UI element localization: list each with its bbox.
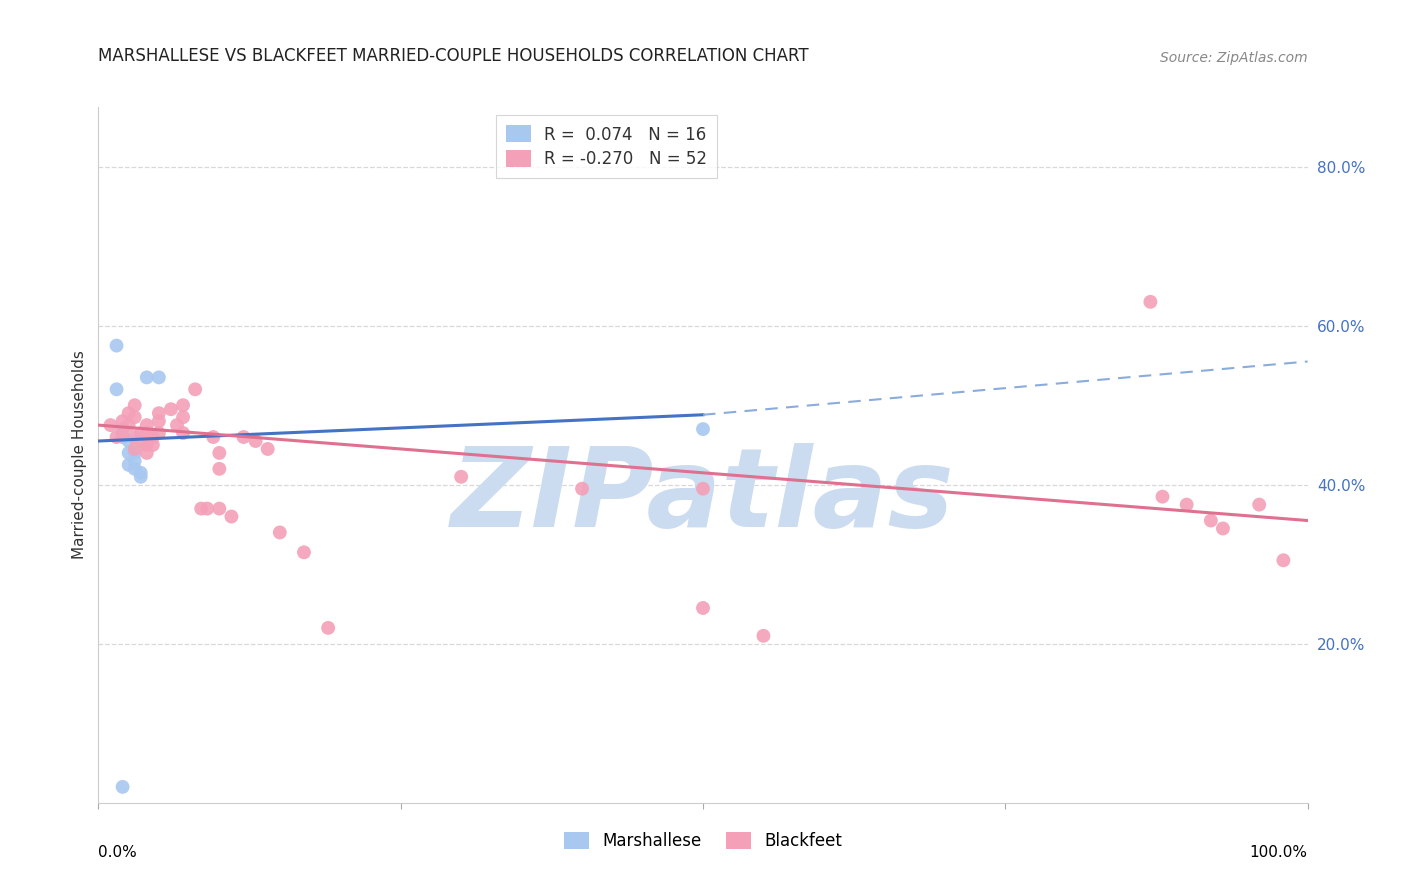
Point xyxy=(148,406,170,420)
Point xyxy=(135,425,157,440)
Point xyxy=(111,422,134,436)
Point xyxy=(316,621,339,635)
Point xyxy=(195,501,218,516)
Point xyxy=(692,601,714,615)
Y-axis label: Married-couple Households: Married-couple Households xyxy=(72,351,87,559)
Point xyxy=(124,462,146,476)
Text: ZIPatlas: ZIPatlas xyxy=(451,443,955,550)
Text: Source: ZipAtlas.com: Source: ZipAtlas.com xyxy=(1160,52,1308,65)
Point xyxy=(148,425,170,440)
Text: MARSHALLESE VS BLACKFEET MARRIED-COUPLE HOUSEHOLDS CORRELATION CHART: MARSHALLESE VS BLACKFEET MARRIED-COUPLE … xyxy=(98,47,808,65)
Point xyxy=(118,458,141,472)
Point xyxy=(232,430,254,444)
Point xyxy=(692,482,714,496)
Point xyxy=(105,430,128,444)
Point xyxy=(129,470,152,484)
Text: 100.0%: 100.0% xyxy=(1250,845,1308,860)
Point xyxy=(148,414,170,428)
Point xyxy=(692,422,714,436)
Point xyxy=(1175,498,1198,512)
Point xyxy=(142,430,165,444)
Point xyxy=(1199,514,1222,528)
Point xyxy=(1212,521,1234,535)
Point xyxy=(172,410,194,425)
Point xyxy=(172,425,194,440)
Point xyxy=(208,462,231,476)
Point xyxy=(135,446,157,460)
Point xyxy=(135,418,157,433)
Point xyxy=(1139,294,1161,309)
Point xyxy=(142,438,165,452)
Point xyxy=(1272,553,1295,567)
Point xyxy=(190,501,212,516)
Point xyxy=(118,434,141,448)
Point xyxy=(100,418,122,433)
Point xyxy=(245,434,267,448)
Point xyxy=(118,406,141,420)
Point xyxy=(221,509,243,524)
Point xyxy=(124,410,146,425)
Point xyxy=(148,370,170,384)
Point xyxy=(1249,498,1271,512)
Point xyxy=(129,434,152,448)
Point xyxy=(124,398,146,412)
Point xyxy=(269,525,291,540)
Point xyxy=(111,430,134,444)
Point xyxy=(208,446,231,460)
Point xyxy=(124,430,146,444)
Point xyxy=(1152,490,1174,504)
Point xyxy=(172,398,194,412)
Text: 0.0%: 0.0% xyxy=(98,845,138,860)
Point xyxy=(129,425,152,440)
Legend: Marshallese, Blackfeet: Marshallese, Blackfeet xyxy=(557,826,849,857)
Point xyxy=(124,446,146,460)
Point xyxy=(111,414,134,428)
Point xyxy=(184,382,207,396)
Point xyxy=(129,466,152,480)
Point xyxy=(160,402,183,417)
Point xyxy=(105,382,128,396)
Point xyxy=(124,454,146,468)
Point xyxy=(450,470,472,484)
Point xyxy=(105,338,128,352)
Point xyxy=(571,482,593,496)
Point xyxy=(752,629,775,643)
Point xyxy=(166,418,188,433)
Point xyxy=(118,418,141,433)
Point xyxy=(135,370,157,384)
Point xyxy=(135,438,157,452)
Point xyxy=(111,425,134,440)
Point xyxy=(208,501,231,516)
Point xyxy=(256,442,278,456)
Point xyxy=(118,446,141,460)
Point xyxy=(111,780,134,794)
Point xyxy=(292,545,315,559)
Point xyxy=(124,442,146,456)
Point xyxy=(202,430,225,444)
